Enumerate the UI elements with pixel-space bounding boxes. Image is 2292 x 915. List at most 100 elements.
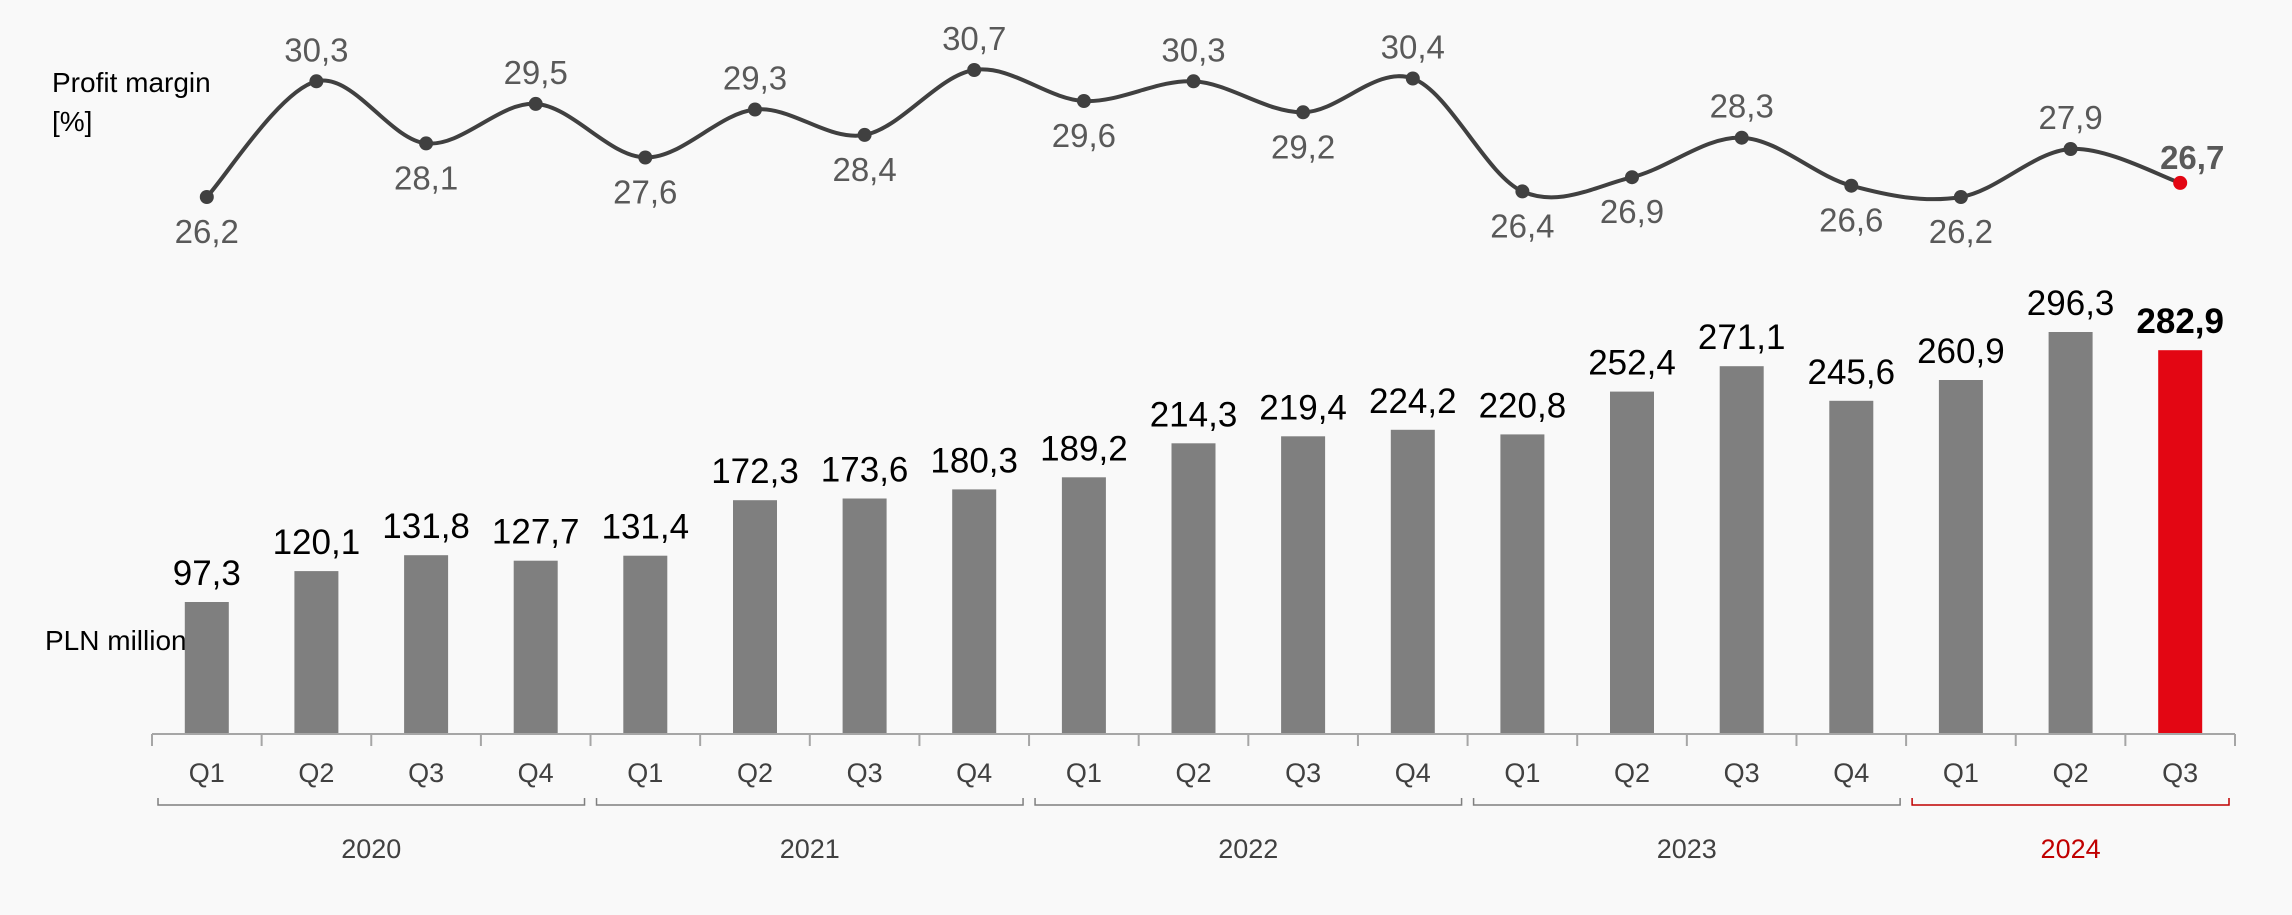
bar	[842, 498, 887, 734]
bar	[1719, 366, 1764, 734]
bar	[294, 571, 339, 734]
bar-value-label: 219,4	[1259, 388, 1347, 427]
year-bracket	[595, 798, 1024, 806]
margin-point	[309, 74, 324, 89]
bar-value-label: 271,1	[1698, 318, 1786, 357]
margin-point	[199, 190, 214, 204]
year-label: 2024	[2041, 834, 2101, 864]
bar-value-label: 260,9	[1917, 332, 2005, 371]
margin-value-label: 28,3	[1710, 88, 1774, 125]
year-label: 2021	[780, 834, 840, 864]
margin-value-label: 28,4	[832, 151, 896, 188]
quarter-tick-label: Q2	[1614, 758, 1650, 788]
margin-point	[1734, 130, 1749, 145]
bar	[2048, 332, 2093, 734]
quarter-tick-label: Q2	[2053, 758, 2089, 788]
bar-value-label: 189,2	[1040, 429, 1128, 468]
bar-value-label: 180,3	[930, 441, 1018, 480]
margin-value-label: 29,2	[1271, 128, 1335, 165]
quarter-tick-label: Q4	[518, 758, 554, 788]
year-bracket	[1911, 798, 2230, 806]
margin-point	[1953, 190, 1968, 204]
year-label: 2022	[1218, 834, 1278, 864]
quarter-tick-label: Q1	[1066, 758, 1102, 788]
bar-value-label: 131,8	[382, 507, 470, 546]
quarter-tick-label: Q3	[1724, 758, 1760, 788]
margin-value-label: 26,6	[1819, 202, 1883, 239]
bar-value-label: 97,3	[173, 554, 241, 593]
quarter-tick-label: Q4	[1395, 758, 1431, 788]
margin-point	[2063, 142, 2078, 156]
margin-point	[1186, 74, 1201, 89]
margin-point	[1405, 71, 1420, 86]
year-label: 2020	[341, 834, 401, 864]
margin-point	[419, 136, 434, 151]
margin-value-label: 30,7	[942, 20, 1006, 57]
margin-value-label: 27,9	[2038, 99, 2102, 136]
bar	[952, 489, 997, 734]
margin-value-label: 26,2	[1929, 213, 1993, 250]
quarter-tick-label: Q3	[408, 758, 444, 788]
bar	[513, 560, 558, 734]
margin-point	[857, 127, 872, 142]
margin-value-label: 29,6	[1052, 117, 1116, 154]
bar-value-label: 282,9	[2136, 302, 2224, 341]
bar	[404, 555, 449, 734]
quarter-tick-label: Q1	[1504, 758, 1540, 788]
bar-value-label: 120,1	[273, 523, 361, 562]
bar-value-label: 214,3	[1150, 395, 1238, 434]
margin-point	[1844, 178, 1859, 193]
margin-value-label: 30,4	[1381, 29, 1445, 66]
margin-value-label: 30,3	[1161, 31, 1225, 68]
margin-axis-title-line-2: [%]	[52, 106, 92, 137]
margin-point	[1076, 94, 1091, 108]
margin-value-label: 29,3	[723, 60, 787, 97]
quarter-tick-label: Q3	[847, 758, 883, 788]
margin-point	[638, 150, 653, 165]
bar-value-label: 131,4	[602, 508, 690, 547]
axis-layer: Q1 Q2 Q3 Q4 Q1 Q2 Q3 Q4 Q1 Q2 Q3 Q4 Q1 Q2 Q3 Q4 Q1 Q2 Q3 20…	[151, 733, 2236, 864]
bar-value-label: 220,8	[1479, 386, 1567, 425]
bar	[1610, 391, 1654, 734]
margin-value-label: 30,3	[284, 31, 348, 68]
bar	[733, 500, 777, 734]
bar	[1390, 429, 1435, 734]
quarter-tick-label: Q4	[1833, 758, 1869, 788]
margin-point	[1296, 105, 1311, 120]
margin-point	[1515, 184, 1530, 199]
margin-value-label: 28,1	[394, 159, 458, 196]
margin-value-label: 26,9	[1600, 193, 1664, 230]
quarter-tick-label: Q2	[298, 758, 334, 788]
bar-value-label: 245,6	[1808, 353, 1896, 392]
year-label: 2023	[1657, 834, 1717, 864]
bar-value-label: 127,7	[492, 513, 580, 552]
quarter-tick-label: Q2	[1175, 758, 1211, 788]
margin-value-label: 26,7	[2160, 139, 2224, 176]
margin-value-label: 26,4	[1490, 207, 1554, 244]
bar	[1171, 443, 1216, 734]
bar	[1938, 380, 1983, 734]
margin-value-label: 26,2	[175, 213, 239, 250]
margin-point	[1625, 170, 1639, 185]
bar	[1061, 477, 1106, 734]
bar	[623, 555, 668, 734]
quarter-tick-label: Q3	[2162, 758, 2198, 788]
bar	[1500, 434, 1545, 734]
bar-value-label: 296,3	[2027, 284, 2115, 323]
quarter-tick-label: Q2	[737, 758, 773, 788]
margin-value-label: 29,5	[504, 54, 568, 91]
year-bracket	[1034, 798, 1463, 806]
bar-layer: 97,3 120,1 131,8 127,7 131,4 172,3 173,6 180,3 1…	[173, 284, 2224, 734]
bar-value-label: 224,2	[1369, 382, 1457, 421]
bar	[1829, 400, 1874, 734]
bar-value-label: 173,6	[821, 451, 909, 490]
quarter-tick-label: Q1	[1943, 758, 1979, 788]
bar	[1281, 436, 1326, 734]
bar-axis-title: PLN million	[45, 625, 187, 656]
margin-line-layer: 26,2 30,3 28,1 29,5 27,6 29,3 28,4 30,7 29,6 30,3…	[175, 20, 2225, 250]
margin-point	[2173, 175, 2188, 190]
year-bracket	[157, 798, 586, 806]
margin-value-label: 27,6	[613, 174, 677, 211]
